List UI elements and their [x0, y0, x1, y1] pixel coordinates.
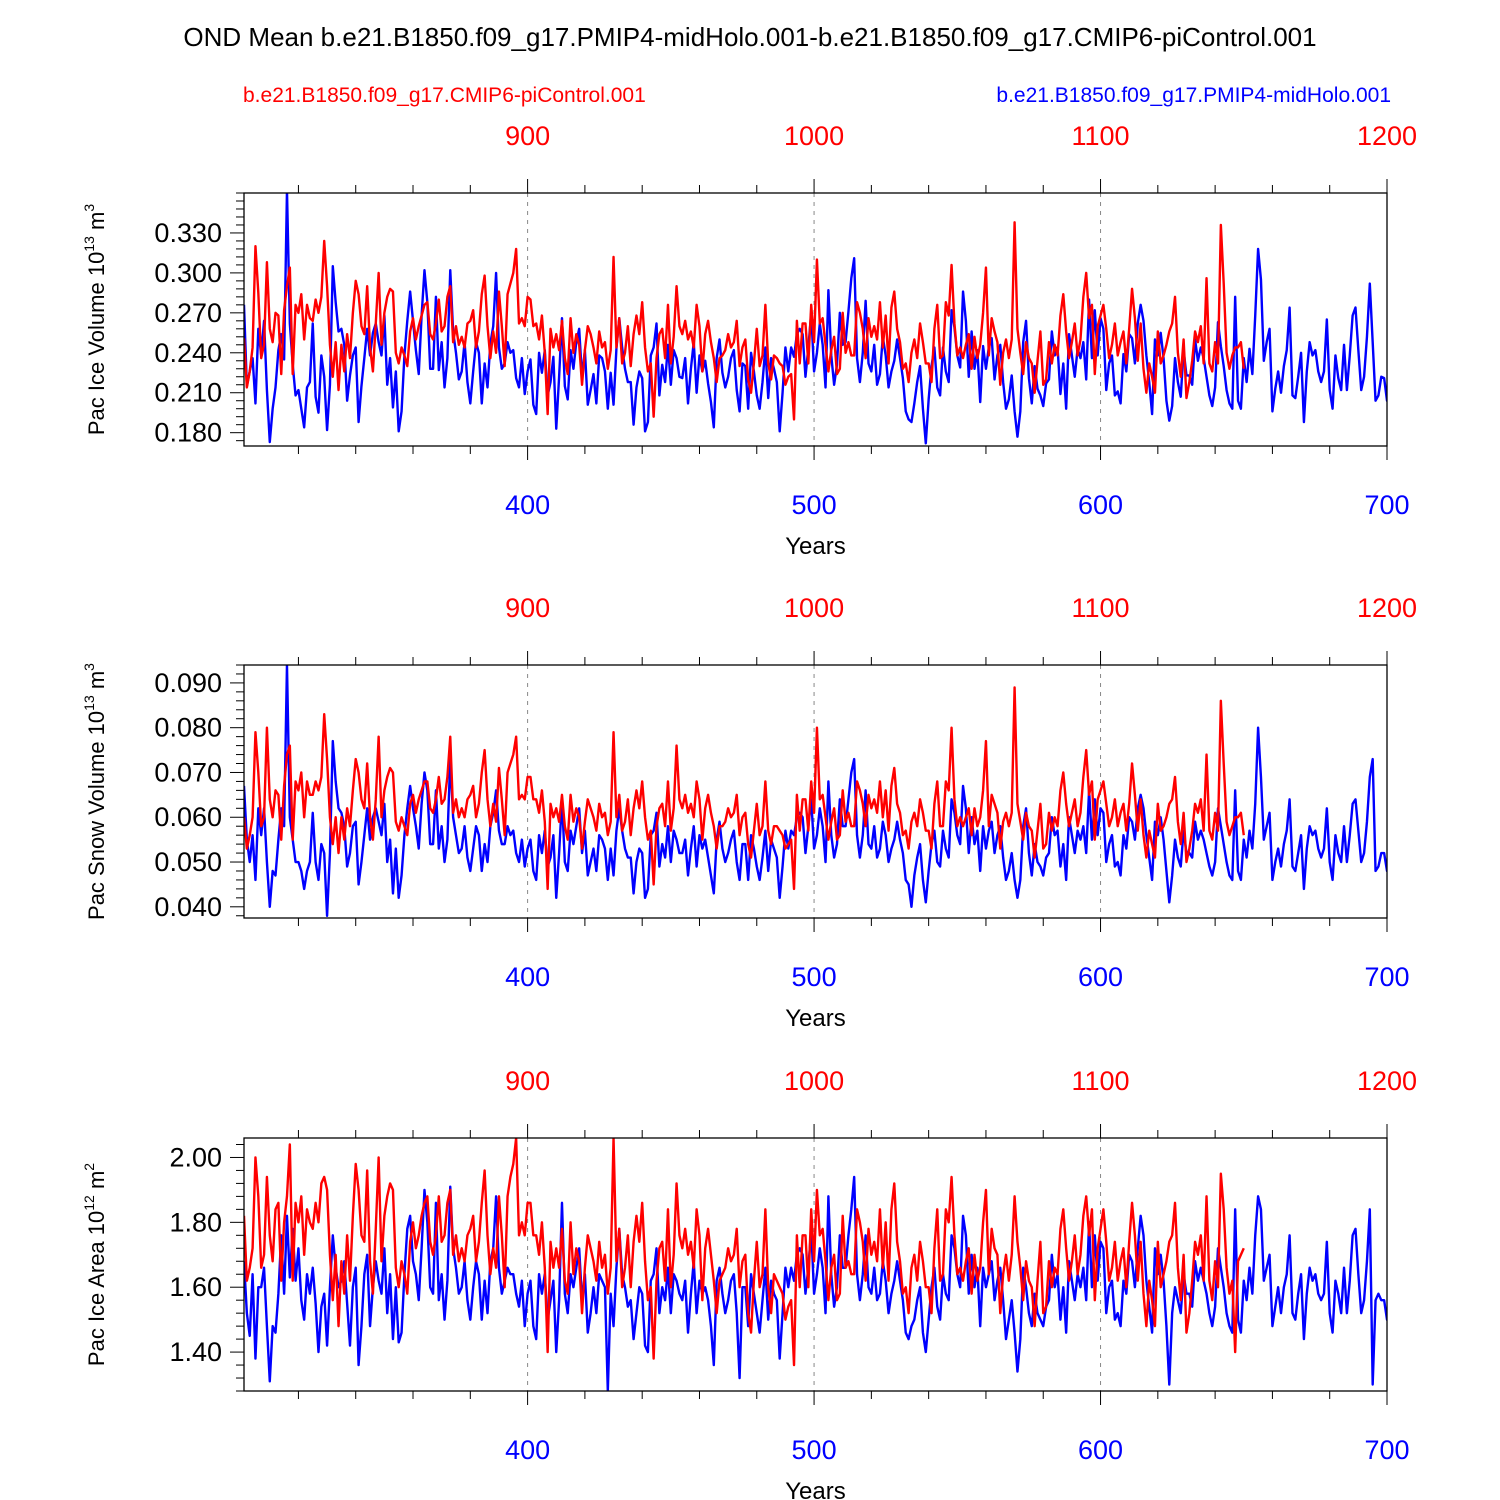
- series-line-midholo: [244, 665, 1387, 917]
- x-bottom-tick-label: 500: [792, 490, 837, 520]
- y-axis-label-exponent: 13: [81, 236, 97, 252]
- plot-frame: [243, 192, 1388, 447]
- y-tick-label: 0.040: [154, 892, 222, 922]
- y-axis-label-main: Pac Ice Volume 10: [84, 252, 109, 435]
- y-axis-label-unit-exponent: 3: [81, 204, 97, 212]
- x-top-tick-label: 1100: [1072, 1066, 1130, 1096]
- y-axis-label-exponent: 13: [81, 695, 97, 711]
- x-bottom-tick-label: 700: [1364, 1435, 1409, 1465]
- x-bottom-tick-label: 600: [1078, 962, 1123, 992]
- x-bottom-tick-label: 500: [792, 962, 837, 992]
- x-top-tick-label: 1100: [1072, 593, 1130, 623]
- y-tick-label: 0.060: [154, 802, 222, 832]
- y-tick-label: 2.00: [169, 1142, 222, 1172]
- x-top-tick-label: 1200: [1357, 1066, 1417, 1096]
- plot-frame: [243, 1137, 1388, 1392]
- y-tick-label: 0.210: [154, 378, 222, 408]
- series-line-control: [244, 221, 1245, 421]
- y-tick-label: 0.090: [154, 668, 222, 698]
- chart-panel-2: 0.040 0.050 0.060 0.070 0.080 0.090 400 500 600 7…: [81, 593, 1417, 1032]
- x-bottom-tick-label: 600: [1078, 1435, 1123, 1465]
- y-tick-label: 0.050: [154, 847, 222, 877]
- x-top-tick-label: 1200: [1357, 121, 1417, 151]
- y-axis-label-exponent: 12: [81, 1195, 97, 1211]
- x-top-tick-label: 1000: [784, 593, 844, 623]
- y-axis-label: Pac Ice Volume 1013 m3: [81, 204, 109, 435]
- y-axis-label-unit-exponent: 2: [81, 1163, 97, 1171]
- y-axis-label-unit: m: [84, 1171, 109, 1195]
- legend-midholo-label: b.e21.B1850.f09_g17.PMIP4-midHolo.001: [996, 84, 1391, 107]
- x-bottom-tick-label: 700: [1364, 962, 1409, 992]
- x-top-tick-label: 1100: [1072, 121, 1130, 151]
- series-line-midholo: [244, 1175, 1387, 1391]
- plot-frame: [243, 664, 1388, 919]
- x-bottom-tick-label: 500: [792, 1435, 837, 1465]
- x-axis-label: Years: [785, 1478, 846, 1500]
- y-tick-label: 1.80: [169, 1207, 222, 1237]
- y-axis-label-main: Pac Ice Area 10: [84, 1211, 109, 1366]
- chart-panel-1: 0.180 0.210 0.240 0.270 0.300 0.330 400 500 600 7…: [81, 121, 1417, 560]
- series-line-control: [244, 686, 1245, 891]
- x-bottom-tick-label: 400: [505, 1435, 550, 1465]
- x-top-tick-label: 1000: [784, 1066, 844, 1096]
- x-bottom-tick-label: 600: [1078, 490, 1123, 520]
- y-axis-label-main: Pac Snow Volume 10: [84, 711, 109, 920]
- y-tick-label: 0.240: [154, 338, 222, 368]
- series-line-control: [244, 1138, 1245, 1367]
- series-line-midholo: [244, 193, 1387, 445]
- y-axis-label-unit: m: [84, 671, 109, 695]
- legend-control-label: b.e21.B1850.f09_g17.CMIP6-piControl.001: [243, 84, 646, 107]
- y-axis-label-unit: m: [84, 212, 109, 236]
- y-tick-label: 1.40: [169, 1337, 222, 1367]
- x-axis-label: Years: [785, 533, 846, 560]
- y-tick-label: 0.270: [154, 298, 222, 328]
- y-tick-label: 0.080: [154, 713, 222, 743]
- y-tick-label: 0.330: [154, 218, 222, 248]
- y-tick-label: 0.180: [154, 418, 222, 448]
- y-tick-label: 0.300: [154, 258, 222, 288]
- y-tick-label: 0.070: [154, 757, 222, 787]
- x-bottom-tick-label: 400: [505, 490, 550, 520]
- chart-panels: 0.180 0.210 0.240 0.270 0.300 0.330 400 500 600 7…: [81, 121, 1417, 1500]
- x-top-tick-label: 900: [505, 1066, 550, 1096]
- chart-title: OND Mean b.e21.B1850.f09_g17.PMIP4-midHo…: [183, 22, 1316, 52]
- y-axis-label-unit-exponent: 3: [81, 663, 97, 671]
- x-top-tick-label: 900: [505, 593, 550, 623]
- chart-panel-3: 1.40 1.60 1.80 2.00 400 500 600 700 900 1000 1100 1…: [81, 1066, 1417, 1500]
- x-bottom-tick-label: 700: [1364, 490, 1409, 520]
- y-axis-label: Pac Ice Area 1012 m2: [81, 1163, 109, 1366]
- x-bottom-tick-label: 400: [505, 962, 550, 992]
- x-top-tick-label: 1200: [1357, 593, 1417, 623]
- x-top-tick-label: 900: [505, 121, 550, 151]
- x-top-tick-label: 1000: [784, 121, 844, 151]
- y-tick-label: 1.60: [169, 1272, 222, 1302]
- x-axis-label: Years: [785, 1005, 846, 1032]
- y-axis-label: Pac Snow Volume 1013 m3: [81, 663, 109, 920]
